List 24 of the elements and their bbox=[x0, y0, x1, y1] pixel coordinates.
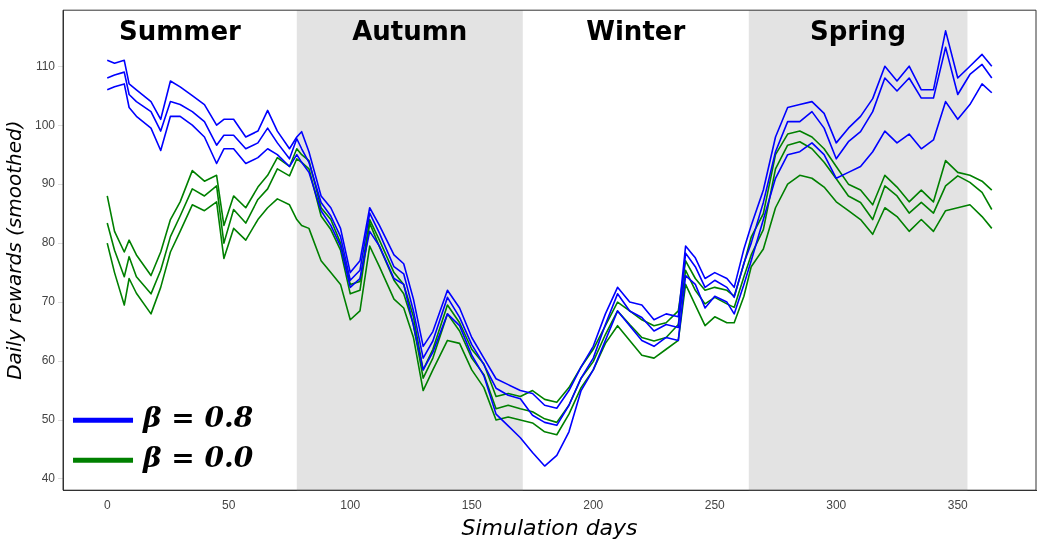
y-tick-label: 60 bbox=[41, 353, 56, 368]
x-tick-label: 350 bbox=[947, 497, 969, 512]
y-axis-title: Daily rewards (smoothed) bbox=[2, 120, 27, 380]
x-tick-label: 100 bbox=[340, 497, 361, 512]
legend-label: β = 0.0 bbox=[142, 441, 254, 475]
annotation: Winter bbox=[586, 15, 686, 46]
legend-label: β = 0.8 bbox=[142, 401, 254, 435]
x-axis-title: Simulation days bbox=[461, 514, 638, 540]
x-tick-label: 250 bbox=[704, 497, 726, 512]
x-tick-label: 200 bbox=[583, 497, 604, 512]
band-label: Autumn bbox=[352, 15, 468, 46]
annotation: Summer bbox=[118, 15, 242, 46]
x-tick-label: 0 bbox=[103, 497, 111, 512]
band-label: Spring bbox=[810, 15, 907, 46]
x-tick-label: 50 bbox=[222, 497, 236, 512]
y-tick-label: 100 bbox=[34, 117, 56, 132]
y-tick-label: 50 bbox=[41, 412, 56, 427]
y-tick-label: 110 bbox=[35, 58, 56, 73]
y-tick-label: 70 bbox=[41, 294, 56, 309]
y-tick-label: 40 bbox=[41, 471, 56, 486]
x-tick-label: 150 bbox=[461, 497, 483, 512]
y-tick-label: 90 bbox=[41, 176, 56, 191]
y-tick-label: 80 bbox=[41, 235, 56, 250]
x-tick-label: 300 bbox=[826, 497, 847, 512]
